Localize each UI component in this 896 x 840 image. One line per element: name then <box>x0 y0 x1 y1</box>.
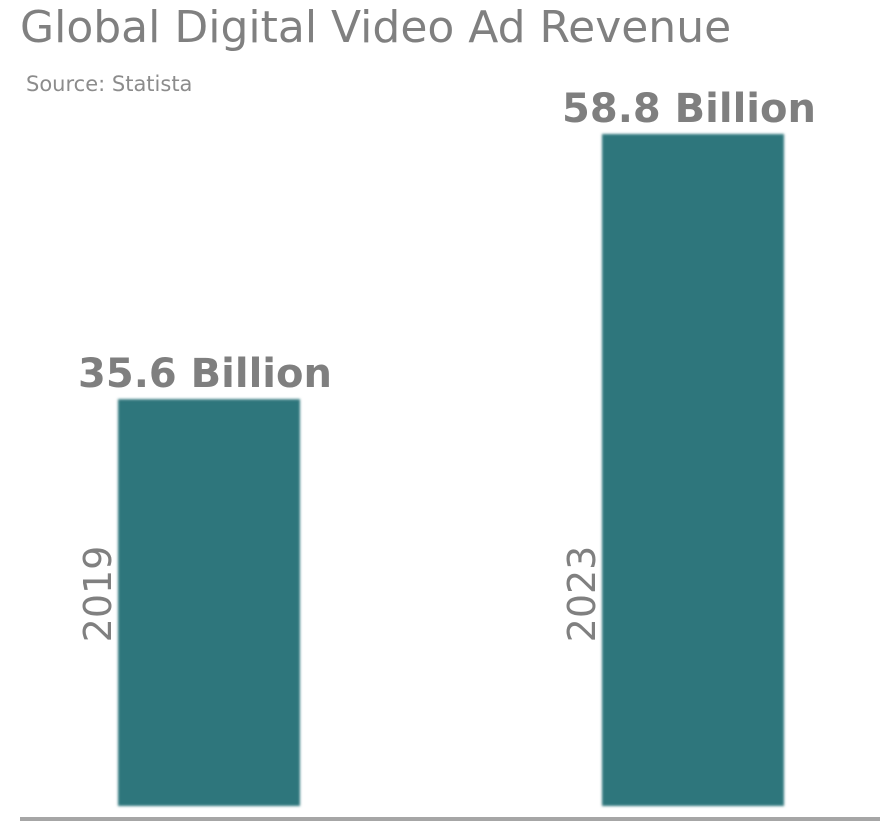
chart-title: Global Digital Video Ad Revenue <box>20 2 732 53</box>
category-label-2023: 2023 <box>560 546 604 643</box>
data-label-2019: 35.6 Billion <box>78 351 332 397</box>
bar-2023 <box>602 134 784 806</box>
data-label-2023: 58.8 Billion <box>562 86 816 132</box>
bar-2019 <box>118 399 300 806</box>
labels-group: 35.6 Billion 2019 58.8 Billion 2023 <box>76 86 816 642</box>
bars-group <box>118 134 784 806</box>
chart-source: Source: Statista <box>26 72 193 96</box>
category-label-2019: 2019 <box>76 546 120 643</box>
